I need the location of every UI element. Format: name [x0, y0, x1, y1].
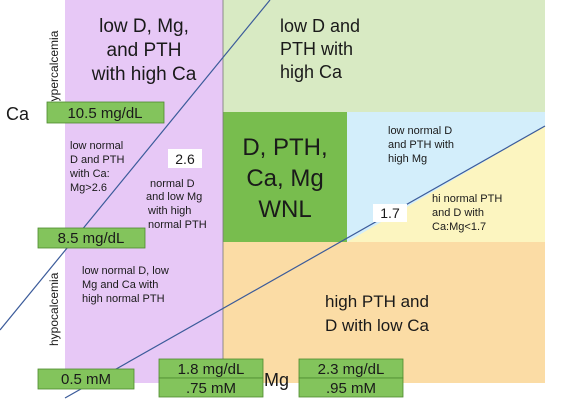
region-low-mg: [65, 0, 223, 383]
region-wnl: [223, 112, 347, 242]
hypocalcemia-label: hypocalcemia: [47, 272, 61, 346]
region-label-top-right: low D and PTH with high Ca: [280, 16, 360, 82]
region-text-line: with high Ca: [91, 64, 197, 85]
region-high-ca: [223, 0, 545, 112]
ca-low-threshold: 8.5 mg/dL: [37, 227, 146, 249]
region-text-line: D and PTH: [70, 154, 124, 166]
ca-high-threshold: 10.5 mg/dL: [46, 101, 165, 124]
threshold-box: [37, 368, 135, 390]
threshold-text: 10.5 mg/dL: [67, 105, 142, 122]
region-text-line: and D with: [432, 207, 484, 219]
ratio-label-1-7: 1.7: [373, 204, 407, 222]
region-label-right-lower: hi normal PTH and D with Ca:Mg<1.7: [432, 193, 502, 233]
threshold-box: [158, 377, 264, 398]
ratio-line-2-6: [0, 0, 271, 331]
threshold-box: [37, 227, 146, 249]
region-label-bottom-right: high PTH and D with low Ca: [325, 292, 429, 335]
region-text-line: and PTH: [107, 40, 182, 61]
region-text-line: high Ca: [280, 62, 343, 82]
ratio-label-2-6: 2.6: [168, 149, 202, 168]
region-text-line: and PTH with: [388, 139, 454, 151]
threshold-text: .75 mM: [186, 380, 236, 397]
region-text-line: and low Mg: [146, 191, 202, 203]
region-text-line: normal PTH: [148, 219, 207, 231]
region-text-line: WNL: [258, 196, 311, 223]
region-label-right-upper: low normal D and PTH with high Mg: [388, 125, 454, 165]
region-text-line: normal D: [150, 178, 195, 190]
mg-high-threshold: 2.3 mg/dL .95 mM: [298, 358, 404, 398]
region-text-line: low normal D, low: [82, 265, 169, 277]
ratio-label-text: 2.6: [175, 151, 195, 167]
region-label-wnl: D, PTH, Ca, Mg WNL: [242, 134, 327, 223]
threshold-text: 1.8 mg/dL: [178, 361, 245, 378]
region-label-top-left: low D, Mg, and PTH with high Ca: [91, 16, 197, 85]
region-text-line: PTH with: [280, 39, 353, 59]
threshold-text: .95 mM: [326, 380, 376, 397]
ratio-label-text: 1.7: [380, 205, 400, 221]
threshold-box: [46, 101, 165, 124]
region-text-line: Mg and Ca with: [82, 279, 158, 291]
region-text-line: high Mg: [388, 153, 427, 165]
mg-axis-label: Mg: [264, 370, 289, 390]
mg-low-threshold: 1.8 mg/dL .75 mM: [158, 358, 264, 398]
region-label-bottom-left: low normal D, low Mg and Ca with high no…: [82, 265, 169, 305]
mg-min-threshold: 0.5 mM: [37, 368, 135, 390]
threshold-text: 2.3 mg/dL: [318, 361, 385, 378]
threshold-text: 8.5 mg/dL: [58, 230, 125, 247]
threshold-text: 0.5 mM: [61, 371, 111, 388]
region-text-line: Mg>2.6: [70, 182, 107, 194]
ca-axis-label: Ca: [6, 104, 30, 124]
ratio-line-1-7: [64, 125, 546, 399]
region-text-line: D with low Ca: [325, 316, 429, 335]
threshold-box: [298, 377, 404, 398]
region-text-line: with high: [147, 205, 191, 217]
region-label-mid-mid: normal D and low Mg with high normal PTH: [146, 178, 207, 231]
region-text-line: hi normal PTH: [432, 193, 502, 205]
ratio-label-bg: [373, 204, 407, 222]
region-text-line: Ca, Mg: [246, 165, 323, 192]
hypercalcemia-label: hypercalcemia: [47, 30, 61, 108]
region-label-left-mid: low normal D and PTH with Ca: Mg>2.6: [69, 140, 124, 194]
region-text-line: low D, Mg,: [99, 16, 189, 37]
region-text-line: high PTH and: [325, 292, 429, 311]
region-text-line: Ca:Mg<1.7: [432, 221, 486, 233]
region-text-line: with Ca:: [69, 168, 110, 180]
region-text-line: low normal D: [388, 125, 452, 137]
ratio-label-bg: [168, 149, 202, 168]
region-text-line: low D and: [280, 16, 360, 36]
region-text-line: low normal: [70, 140, 123, 152]
region-text-line: high normal PTH: [82, 293, 165, 305]
region-text-line: D, PTH,: [242, 134, 327, 161]
